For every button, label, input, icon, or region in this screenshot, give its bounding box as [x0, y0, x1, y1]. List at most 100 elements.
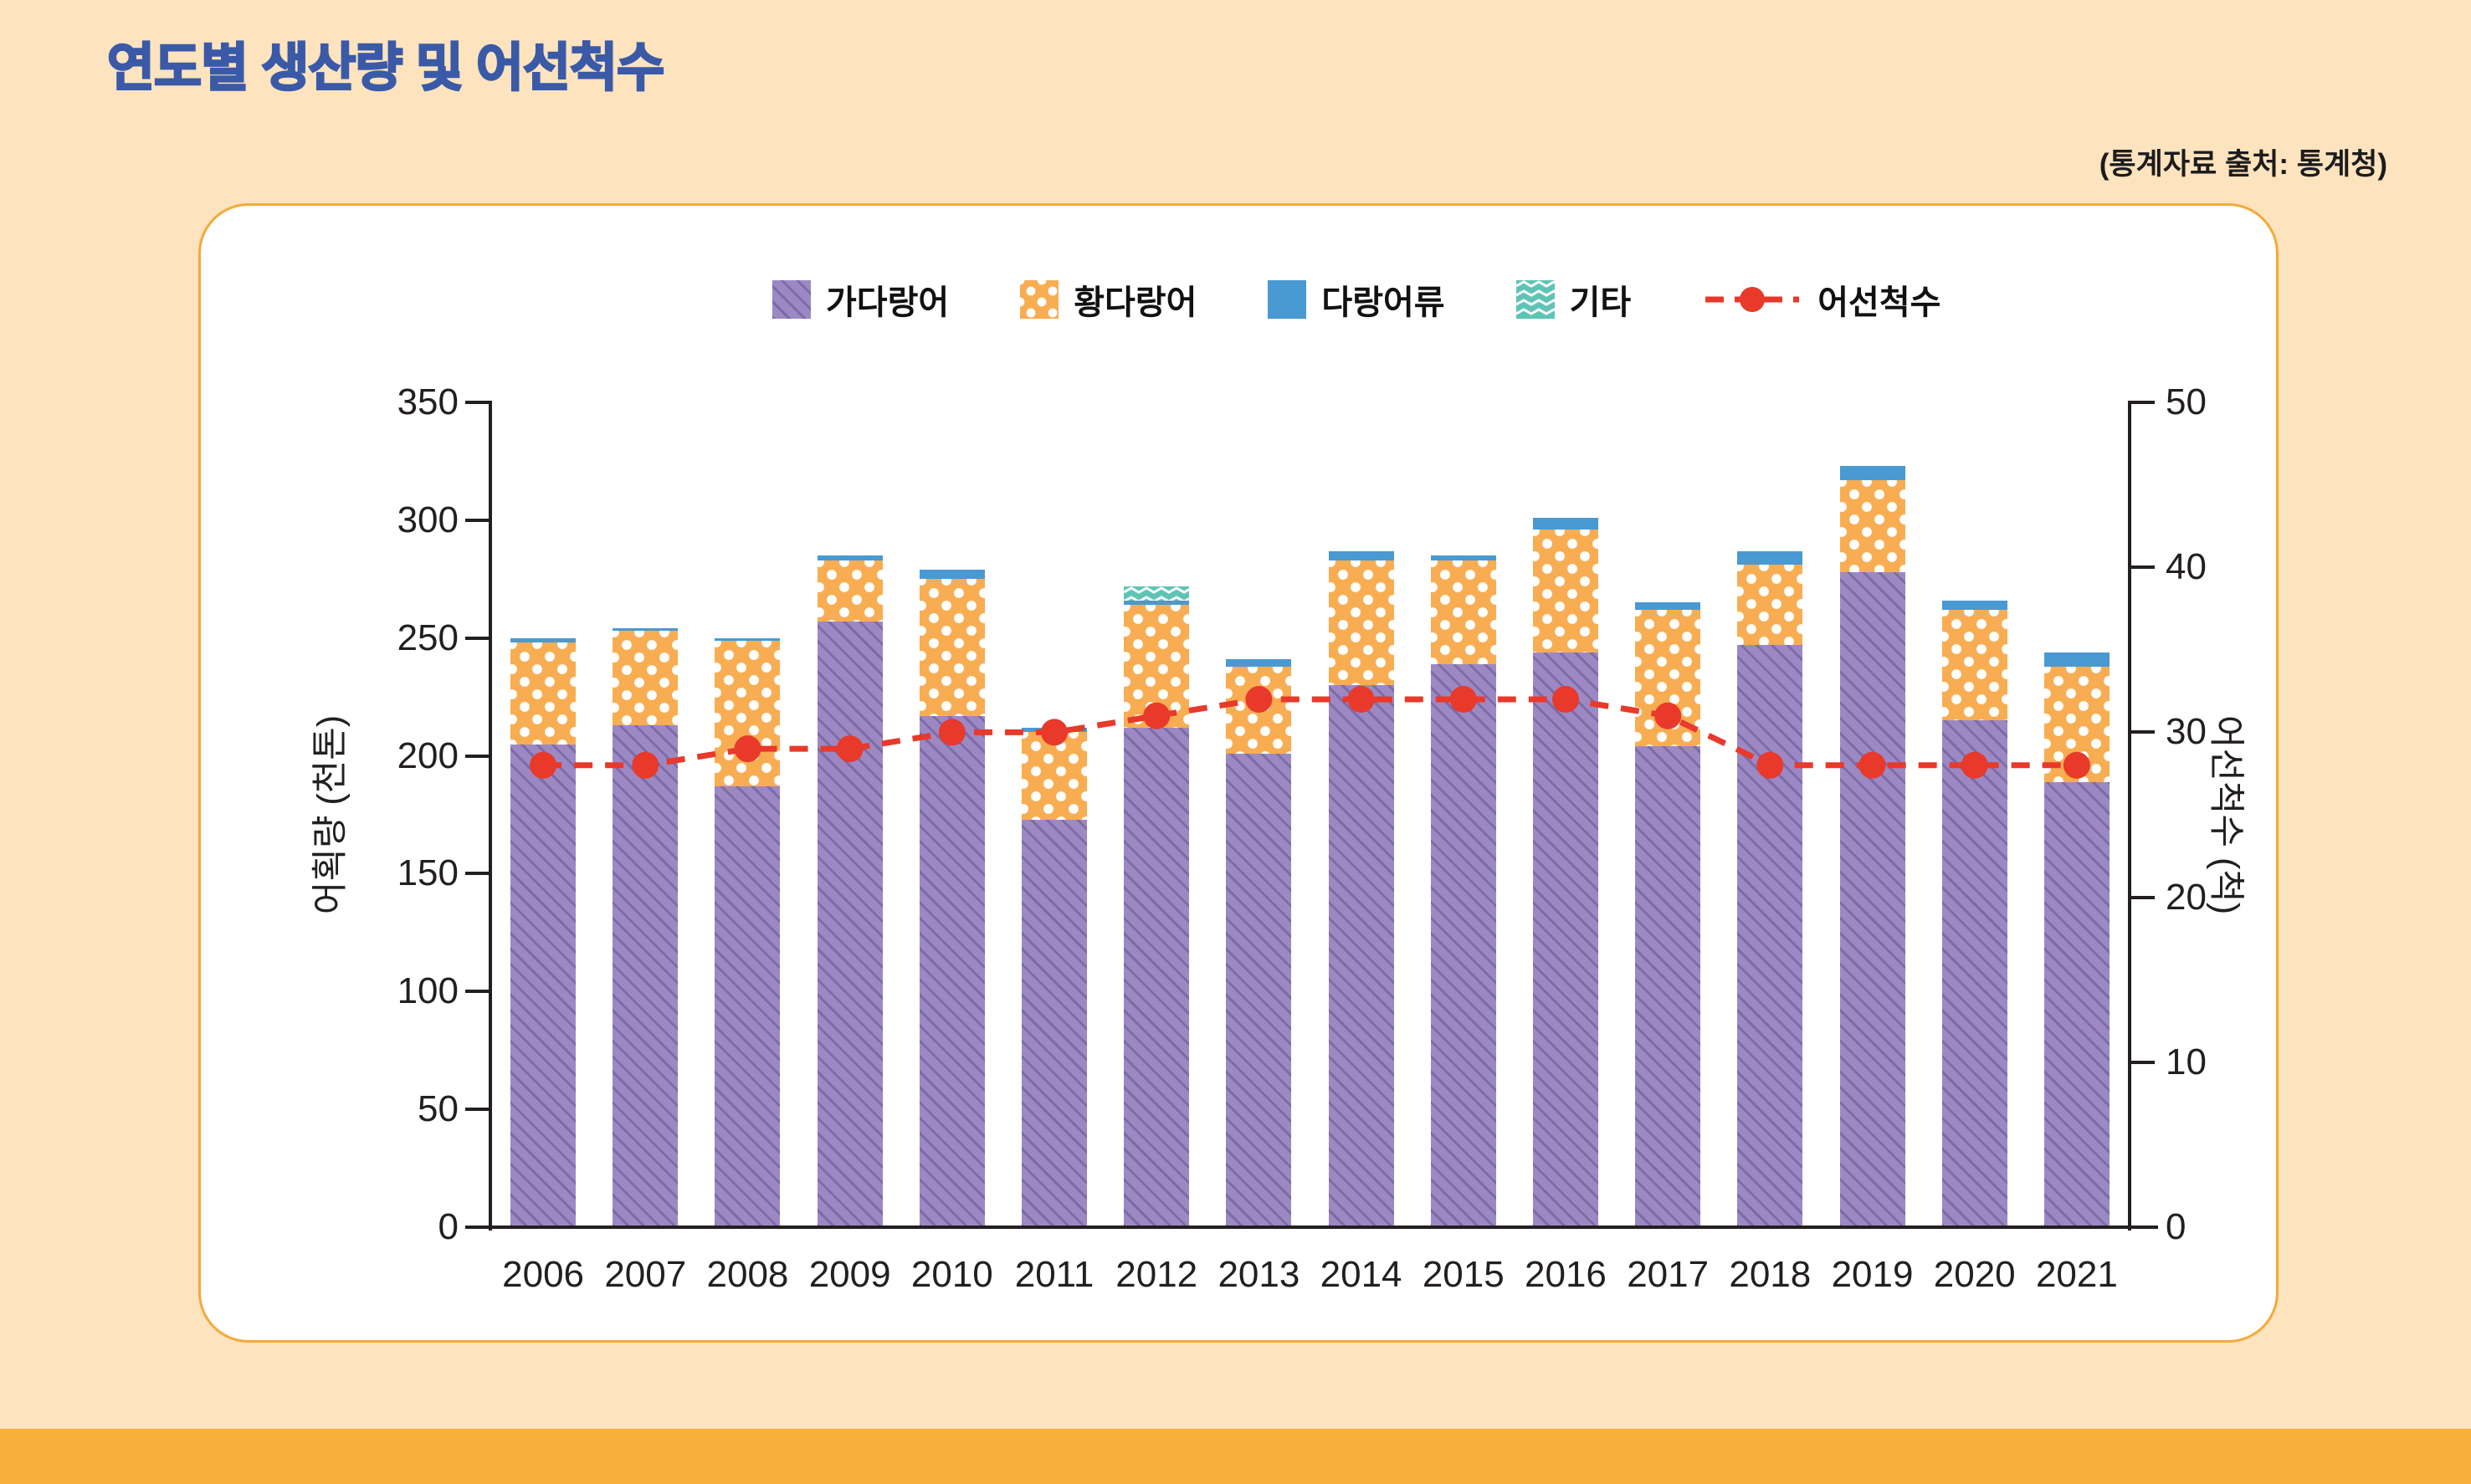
left-axis-title: 어획량 (천톤)	[310, 714, 351, 915]
bar-segment-skipjack-2013	[1226, 753, 1292, 1227]
right-axis-title: 어선척수 (척)	[2206, 714, 2246, 915]
left-axis-tick	[465, 401, 489, 404]
bar-segment-other-tunas-2020	[1941, 600, 2007, 610]
bar-segment-skipjack-2011	[1022, 819, 1088, 1227]
x-axis-line	[465, 1226, 2158, 1229]
chart-panel: 가다랑어 황다랑어 다랑어류 기타 어선척수 어획량 (천톤) 어선척수 (척	[198, 203, 2279, 1343]
x-axis-label-2014: 2014	[1320, 1254, 1402, 1295]
page-title: 연도별 생산량 및 어선척수	[106, 38, 666, 99]
bar-segment-skipjack-2018	[1737, 645, 1803, 1227]
bar-2013	[1226, 659, 1292, 1227]
bar-segment-etc-2012	[1124, 586, 1190, 601]
vessels-line-chart	[530, 686, 2090, 779]
bar-segment-yellowfin-2015	[1430, 560, 1496, 664]
bar-segment-skipjack-2008	[715, 786, 781, 1227]
vessels-point-2007	[632, 751, 659, 779]
legend-label: 다랑어류	[1321, 284, 1445, 321]
bar-segment-yellowfin-2020	[1941, 609, 2007, 721]
vessels-point-2013	[1245, 686, 1273, 713]
zigzag-pattern-icon	[1515, 280, 1562, 315]
bar-segment-other-tunas-2016	[1532, 518, 1598, 530]
left-axis-tick-label: 350	[397, 381, 459, 422]
bar-2010	[919, 570, 985, 1227]
vessels-point-2017	[1654, 702, 1682, 729]
dashed-line-marker-icon	[1702, 280, 1802, 319]
vessels-point-2009	[836, 735, 864, 763]
bar-segment-other-tunas-2007	[613, 628, 679, 632]
bottom-accent-strip	[0, 1429, 2471, 1484]
vessels-point-2020	[1961, 751, 1988, 779]
bar-segment-skipjack-2017	[1635, 746, 1701, 1227]
x-axis-label-2007: 2007	[604, 1254, 687, 1295]
bar-segment-yellowfin-2011	[1022, 732, 1088, 820]
vessels-point-2021	[2063, 751, 2090, 779]
bar-segment-skipjack-2016	[1532, 652, 1598, 1227]
bar-segment-yellowfin-2009	[817, 560, 883, 622]
x-axis-label-2010: 2010	[910, 1254, 993, 1295]
x-axis-label-2017: 2017	[1627, 1254, 1710, 1295]
legend-item-skipjack: 가다랑어	[772, 275, 949, 324]
legend-label: 황다랑어	[1074, 284, 1197, 321]
left-axis-tick-label: 200	[397, 734, 459, 776]
legend: 가다랑어 황다랑어 다랑어류 기타 어선척수	[772, 275, 1940, 324]
bar-2009	[817, 555, 883, 1227]
left-axis-tick	[465, 990, 489, 994]
bar-2021	[2043, 652, 2110, 1227]
x-axis-label-2013: 2013	[1218, 1254, 1300, 1295]
left-axis-tick	[465, 1108, 489, 1112]
x-axis-label-2020: 2020	[1933, 1254, 2016, 1295]
vessels-point-2006	[530, 751, 557, 779]
left-axis-tick	[465, 636, 489, 640]
bar-segment-yellowfin-2006	[510, 642, 577, 745]
vessels-point-2011	[1041, 719, 1068, 746]
bar-2006	[510, 637, 577, 1227]
left-axis-tick-label: 300	[397, 499, 459, 540]
bar-segment-yellowfin-2010	[919, 579, 985, 716]
left-axis-tick	[465, 754, 489, 758]
polkadot-swatch-icon	[1020, 280, 1059, 319]
bar-2018	[1737, 550, 1803, 1227]
right-axis-tick-label: 30	[2166, 711, 2207, 753]
left-axis-tick	[465, 872, 489, 876]
legend-item-other-tunas: 다랑어류	[1268, 275, 1445, 324]
legend-label: 가다랑어	[826, 284, 950, 321]
x-axis-label-2018: 2018	[1729, 1254, 1812, 1295]
vessels-point-2012	[1143, 702, 1171, 729]
x-axis-label-2019: 2019	[1831, 1254, 1914, 1295]
bar-segment-yellowfin-2007	[613, 631, 679, 725]
solid-swatch-icon	[1268, 280, 1307, 319]
bar-segment-skipjack-2015	[1430, 663, 1496, 1227]
bar-segment-other-tunas-2012	[1124, 600, 1190, 606]
bar-segment-skipjack-2009	[817, 622, 883, 1227]
dashed-line-icon	[1705, 287, 1800, 312]
bar-segment-other-tunas-2010	[919, 570, 985, 580]
bar-segment-other-tunas-2009	[817, 555, 883, 560]
x-axis-label-2009: 2009	[808, 1254, 891, 1295]
bar-segment-other-tunas-2006	[510, 637, 577, 643]
bar-segment-skipjack-2021	[2043, 781, 2110, 1227]
x-axis-label-2008: 2008	[706, 1254, 789, 1295]
right-axis-tick-label: 50	[2166, 381, 2207, 422]
left-axis-tick-label: 50	[418, 1088, 459, 1130]
left-axis-tick-label: 100	[397, 970, 459, 1012]
vessels-point-2014	[1347, 686, 1375, 713]
vessels-point-2010	[938, 719, 966, 746]
right-axis-line	[2128, 401, 2131, 1231]
bar-segment-other-tunas-2008	[715, 637, 781, 641]
x-axis-label-2021: 2021	[2035, 1254, 2118, 1295]
bar-segment-yellowfin-2014	[1328, 560, 1394, 686]
bar-2020	[1941, 600, 2007, 1227]
x-axis-label-2011: 2011	[1014, 1254, 1095, 1295]
bar-2014	[1328, 550, 1394, 1227]
legend-item-vessels: 어선척수	[1702, 275, 1940, 324]
bar-segment-other-tunas-2015	[1430, 555, 1496, 560]
right-axis-tick-label: 20	[2166, 876, 2207, 918]
x-axis-label-2016: 2016	[1525, 1254, 1607, 1295]
right-axis-tick	[2131, 1060, 2155, 1064]
bar-segment-other-tunas-2018	[1737, 550, 1803, 565]
bar-segment-skipjack-2006	[510, 744, 577, 1227]
right-axis-tick	[2131, 895, 2155, 899]
bar-2019	[1839, 466, 1905, 1227]
bar-2017	[1635, 602, 1701, 1227]
